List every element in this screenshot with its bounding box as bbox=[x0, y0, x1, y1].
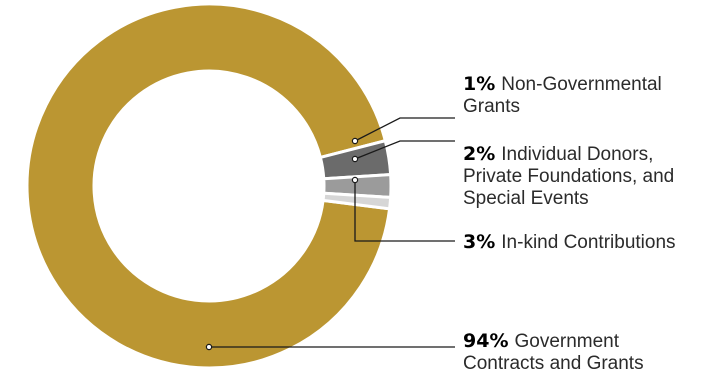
leader-line-3 bbox=[354, 140, 455, 160]
slice-label-line: Government bbox=[514, 331, 619, 352]
slice-label-3: 2% Individual Donors, Private Foundations,… bbox=[463, 143, 674, 209]
slice-label-2: 3% In-kind Contributions bbox=[463, 231, 676, 253]
slice-label-line: Private Foundations, and bbox=[463, 166, 674, 187]
slice-label-1: 94% Government Contracts and Grants bbox=[463, 330, 644, 374]
leader-dot-3 bbox=[351, 155, 359, 163]
slice-label-line: Contracts and Grants bbox=[463, 353, 644, 374]
leader-dot-1 bbox=[205, 343, 213, 351]
slice-percent: 1% bbox=[463, 73, 495, 95]
slice-labels: 94% Government Contracts and Grants 3% In-ki… bbox=[463, 73, 676, 374]
slice-label-line: In-kind Contributions bbox=[501, 232, 675, 253]
slice-label-line: Non-Governmental bbox=[501, 74, 662, 95]
leader-dot-4 bbox=[351, 137, 359, 145]
slice-percent: 2% bbox=[463, 143, 495, 165]
slice-percent: 3% bbox=[463, 231, 495, 253]
slice-label-line: Individual Donors, bbox=[501, 144, 653, 165]
leader-lines bbox=[205, 117, 455, 351]
donut-slice-1 bbox=[25, 2, 392, 370]
slice-label-line: Grants bbox=[463, 96, 520, 117]
slice-percent: 94% bbox=[463, 330, 508, 352]
donut-slices bbox=[25, 2, 393, 370]
leader-dot-2 bbox=[351, 176, 359, 184]
leader-line-4 bbox=[354, 117, 455, 142]
slice-label-4: 1% Non-Governmental Grants bbox=[463, 73, 662, 117]
slice-label-line: Special Events bbox=[463, 188, 589, 209]
leader-line-2 bbox=[354, 180, 455, 242]
donut-slice-4 bbox=[321, 191, 393, 211]
